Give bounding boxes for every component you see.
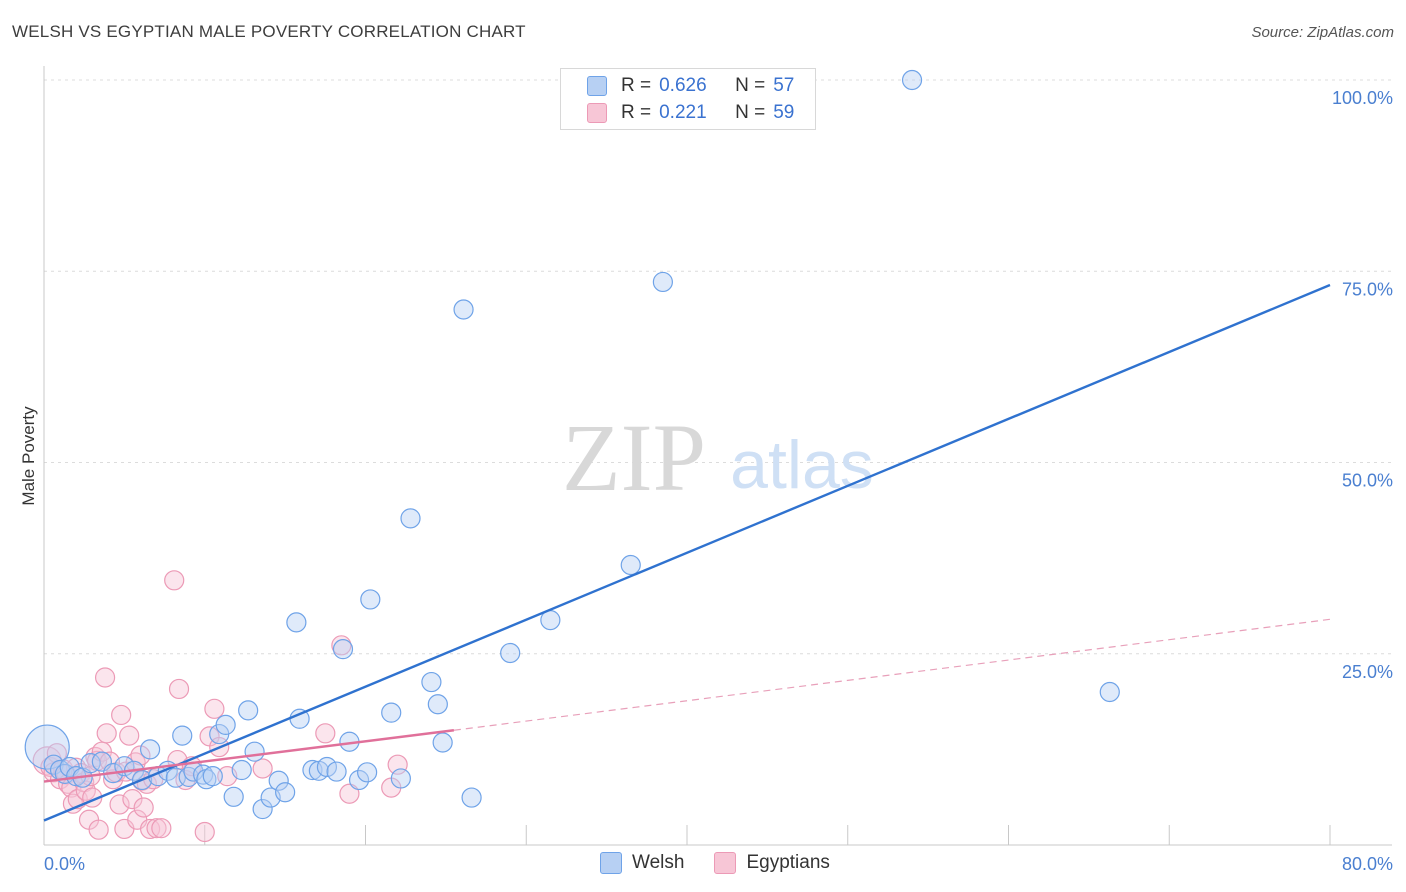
legend-item-egyptians[interactable]: Egyptians [714, 852, 830, 874]
data-point [332, 639, 354, 660]
data-point [204, 698, 225, 719]
data-point [146, 818, 167, 839]
legend-r-value: 0.221 [659, 102, 707, 123]
data-point [427, 694, 448, 715]
x-tick-label: 80.0% [1342, 854, 1393, 874]
data-point [652, 271, 673, 293]
data-point [194, 821, 215, 843]
axes [43, 66, 1392, 846]
data-point [168, 678, 190, 700]
data-point [360, 589, 381, 610]
legend-r-value: 0.626 [659, 75, 707, 96]
x-tick-label: 0.0% [44, 854, 85, 874]
data-point [244, 741, 265, 762]
data-point [357, 762, 378, 783]
data-point [620, 554, 641, 576]
data-point [111, 704, 132, 726]
data-point [400, 508, 421, 529]
legend-r-label: R = [621, 102, 652, 123]
stats-legend: R = 0.626 N = 57 R = 0.221 N = 59 [560, 68, 816, 130]
data-point [94, 667, 116, 688]
legend-row-egyptians: R = 0.221 N = 59 [587, 100, 794, 126]
legend-item-welsh[interactable]: Welsh [600, 852, 684, 874]
data-point [151, 818, 172, 839]
data-point [223, 786, 244, 807]
data-point [109, 794, 130, 815]
data-point [500, 642, 521, 664]
trend-line-welsh [43, 283, 1331, 822]
legend-row-welsh: R = 0.626 N = 57 [587, 73, 794, 99]
gridlines [44, 79, 1392, 655]
data-point [901, 69, 923, 91]
data-point [202, 766, 223, 787]
y-axis-label: Male Poverty [19, 406, 38, 506]
data-point [1099, 681, 1120, 703]
data-point [133, 797, 154, 818]
watermark-atlas: atlas [730, 427, 874, 503]
legend-r-label: R = [621, 75, 652, 96]
data-point [432, 732, 453, 753]
legend-swatch-welsh [600, 852, 622, 874]
data-point [339, 783, 360, 804]
data-point [268, 770, 289, 791]
data-point [164, 570, 185, 591]
data-point [453, 299, 474, 320]
data-point [119, 725, 140, 746]
watermark: ZIP atlas [562, 404, 874, 511]
data-point [130, 745, 151, 766]
data-point [421, 671, 442, 693]
data-point [461, 787, 482, 808]
data-point [315, 723, 336, 744]
data-point [252, 758, 273, 779]
data-point [275, 782, 296, 803]
legend-swatch-egyptians [714, 852, 737, 874]
legend-n-value: 59 [773, 102, 795, 123]
data-point [381, 702, 402, 723]
data-point [238, 700, 259, 721]
legend-swatch-welsh [587, 76, 607, 96]
data-point [326, 761, 347, 782]
trend-lines [43, 283, 1331, 822]
legend-n-label: N = [735, 102, 766, 123]
data-point [96, 723, 117, 744]
legend-swatch-egyptians [587, 103, 607, 123]
data-point [215, 714, 236, 735]
data-point [139, 739, 161, 760]
legend-label-welsh: Welsh [632, 852, 685, 873]
legend-label-egyptians: Egyptians [746, 852, 830, 873]
series-legend: Welsh Egyptians [600, 852, 860, 874]
legend-n-label: N = [735, 75, 766, 96]
y-tick-label: 50.0% [1342, 471, 1393, 491]
series-welsh-points [24, 69, 1120, 820]
tick-labels: 25.0% 50.0% 75.0% 100.0% 0.0% 80.0% [44, 88, 1393, 874]
data-point [172, 725, 193, 746]
data-point [390, 768, 411, 789]
data-point [252, 798, 273, 820]
chart-title: WELSH VS EGYPTIAN MALE POVERTY CORRELATI… [12, 22, 526, 41]
y-tick-label: 25.0% [1342, 662, 1393, 682]
data-point [139, 818, 161, 840]
y-tick-label: 100.0% [1332, 88, 1393, 108]
data-point [88, 819, 109, 840]
legend-n-value: 57 [773, 75, 795, 96]
data-point [316, 756, 338, 778]
data-point [122, 788, 143, 810]
watermark-zip: ZIP [562, 404, 706, 511]
source-credit: Source: ZipAtlas.com [1251, 24, 1394, 41]
y-tick-label: 75.0% [1342, 279, 1393, 299]
data-point [24, 724, 70, 770]
data-point [286, 612, 307, 633]
data-point [348, 769, 370, 791]
data-point [231, 759, 252, 781]
trend-line-egyptians-extension [453, 618, 1331, 731]
trend-line-egyptians [43, 729, 455, 783]
